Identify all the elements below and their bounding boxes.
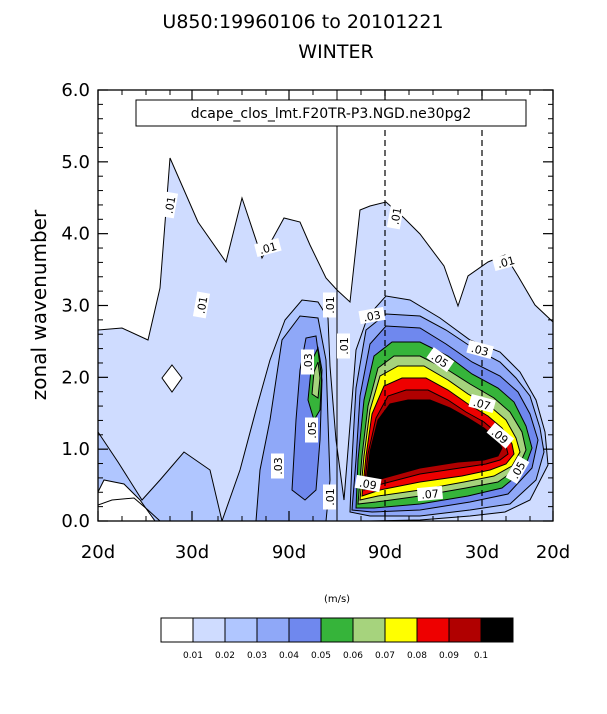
- colorbar-box-6: [352, 617, 386, 643]
- colorbar-box-10: [480, 617, 514, 643]
- units-label: (m/s): [324, 594, 350, 605]
- contour-labels: .01 .01 .01 .01 .01 .01 .01 .01 .03 .03 .03 .03 .05.…: [160, 191, 530, 510]
- colorbar-label-4: 0.05: [311, 651, 331, 661]
- svg-text:.01: .01: [338, 337, 351, 355]
- contour-fill-11: [312, 362, 320, 398]
- chart-subtitle: WINTER: [298, 41, 373, 63]
- contour-label-7: .01: [323, 484, 337, 510]
- colorbar-box-8: [416, 617, 450, 643]
- y-axis: 0.0 1.0 2.0 3.0 4.0 5.0 6.0: [61, 80, 553, 532]
- contour-line-6: [349, 313, 545, 517]
- colorbar-label-1: 0.02: [215, 651, 235, 661]
- contour-label-15: .07: [416, 485, 443, 502]
- colorbar-box-4: [288, 617, 322, 643]
- y-tick-label-2: 2.0: [61, 367, 90, 388]
- case-label: dcape_clos_lmt.F20TR-P3.NGD.ne30pg2: [191, 106, 472, 122]
- contour-label-9: .03: [301, 349, 315, 375]
- y-tick-label-0: 0.0: [61, 511, 90, 532]
- y-axis-label: zonal wavenumber: [27, 209, 51, 400]
- x-tick-label-4: 30d: [465, 542, 499, 563]
- y-tick-label-5: 5.0: [61, 152, 90, 173]
- svg-text:.03: .03: [272, 457, 285, 475]
- contour-label-1: .01: [254, 238, 282, 258]
- svg-text:.01: .01: [324, 488, 337, 506]
- contour-label-8: .03: [358, 306, 386, 325]
- contour-label-16: .07: [468, 394, 496, 414]
- contour-label-11: .03: [466, 340, 494, 360]
- x-tick-label-2: 90d: [272, 542, 306, 563]
- contour-label-3: .01: [323, 292, 337, 318]
- svg-text:.01: .01: [163, 195, 179, 214]
- colorbar-box-1: [192, 617, 226, 643]
- x-tick-label-1: 30d: [175, 542, 209, 563]
- svg-text:.01: .01: [195, 295, 211, 314]
- colorbar-box-9: [448, 617, 482, 643]
- contour-line-12: [357, 355, 527, 505]
- contour-lines: [98, 157, 553, 521]
- contour-fill-16: [366, 400, 502, 484]
- colorbar-label-6: 0.07: [375, 651, 395, 661]
- colorbar-label-5: 0.06: [343, 651, 363, 661]
- contour-line-13: [359, 365, 521, 501]
- colorbar-box-0: [160, 617, 194, 643]
- contour-line-7: [291, 335, 323, 501]
- y-tick-label-1: 1.0: [61, 439, 90, 460]
- colorbar-label-8: 0.09: [439, 651, 459, 661]
- colorbar-box-3: [256, 617, 290, 643]
- y-tick-label-6: 6.0: [61, 80, 90, 101]
- svg-text:.03: .03: [362, 309, 381, 325]
- contour-line-8: [351, 325, 539, 513]
- colorbar-label-2: 0.03: [247, 651, 267, 661]
- plot-area: [98, 90, 553, 521]
- x-tick-label-3: 90d: [368, 542, 402, 563]
- colorbar-label-0: 0.01: [183, 651, 203, 661]
- contour-label-12: .05: [305, 417, 319, 443]
- contour-line-1: [98, 497, 161, 521]
- colorbar-label-3: 0.04: [279, 651, 299, 661]
- colorbar-box-5: [320, 617, 354, 643]
- contour-line-10: [355, 341, 533, 509]
- x-tick-label-5: 20d: [536, 542, 570, 563]
- y-tick-label-4: 4.0: [61, 224, 90, 245]
- contour-label-17: .09: [354, 474, 382, 493]
- x-axis: 20d 30d 90d 90d 30d 20d: [81, 90, 570, 563]
- svg-text:.01: .01: [324, 296, 337, 314]
- colorbar-label-7: 0.08: [407, 651, 427, 661]
- contour-line-14: [361, 377, 515, 497]
- contour-line-2: [161, 364, 183, 393]
- colorbar-box-7: [384, 617, 418, 643]
- contour-line-4: [98, 479, 156, 521]
- contour-line-11: [311, 361, 321, 399]
- contour-label-2: .01: [192, 291, 211, 319]
- contour-fill-4: [98, 480, 155, 521]
- contour-label-6: .01: [492, 252, 520, 272]
- chart-title: U850:19960106 to 20101221: [162, 11, 443, 33]
- contour-line-3: [98, 295, 549, 521]
- svg-text:.03: .03: [302, 353, 315, 371]
- case-label-box: dcape_clos_lmt.F20TR-P3.NGD.ne30pg2: [135, 99, 527, 127]
- svg-text:.03: .03: [470, 342, 490, 359]
- contour-line-16: [365, 399, 503, 485]
- colorbar-box-2: [224, 617, 258, 643]
- contour-label-4: .01: [337, 333, 351, 359]
- colorbar-label-9: 0.1: [474, 651, 488, 661]
- svg-text:.01: .01: [258, 240, 278, 257]
- reference-lines: [336, 90, 483, 521]
- svg-text:.07: .07: [472, 396, 492, 413]
- contour-label-10: .03: [271, 453, 285, 479]
- svg-text:.01: .01: [389, 206, 405, 225]
- x-tick-label-0: 20d: [81, 542, 115, 563]
- contour-label-0: .01: [160, 191, 179, 219]
- svg-text:.01: .01: [496, 254, 516, 271]
- y-tick-label-3: 3.0: [61, 296, 90, 317]
- svg-text:.05: .05: [306, 421, 319, 439]
- contour-line-0: [98, 157, 553, 521]
- colorbar: 0.01 0.02 0.03 0.04 0.05 0.06 0.07 0.08 0.09 0.1: [160, 617, 514, 661]
- contour-label-5: .01: [386, 202, 405, 230]
- svg-text:.09: .09: [358, 477, 377, 493]
- svg-text:.07: .07: [421, 487, 440, 501]
